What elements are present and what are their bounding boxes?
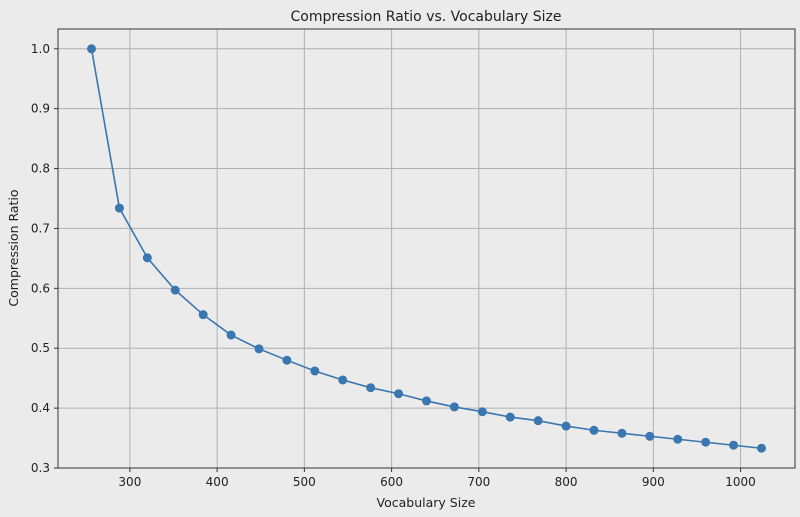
y-tick-label: 0.6	[31, 281, 50, 295]
ticks: 300 400 500 600 700 800 900 1000 0.3 0.4 0.5 0.6 0.7…	[31, 42, 756, 489]
y-tick-label: 0.9	[31, 102, 50, 116]
data-point	[226, 330, 236, 340]
y-tick-label: 0.7	[31, 221, 50, 235]
data-point	[589, 425, 599, 435]
data-point	[561, 421, 571, 431]
data-point	[310, 366, 320, 376]
x-tick-label: 1000	[725, 475, 756, 489]
y-tick-label: 0.5	[31, 341, 50, 355]
x-tick-label: 800	[555, 475, 578, 489]
data-point	[254, 344, 264, 354]
data-point	[198, 310, 208, 320]
data-point	[170, 285, 180, 295]
plot-frame	[57, 28, 796, 469]
x-tick-label: 400	[206, 475, 229, 489]
x-tick-label: 600	[380, 475, 403, 489]
data-point	[282, 355, 292, 365]
data-point	[477, 407, 487, 417]
data-point	[533, 416, 543, 426]
data-point	[114, 203, 124, 213]
x-tick-label: 900	[642, 475, 665, 489]
y-tick-label: 0.3	[31, 461, 50, 475]
data-point	[701, 437, 711, 447]
y-axis-label: Compression Ratio	[6, 189, 21, 306]
data-point	[87, 44, 96, 54]
y-tick-label: 0.4	[31, 401, 50, 415]
data-point	[366, 383, 376, 393]
data-point	[673, 434, 683, 444]
data-point	[422, 396, 431, 406]
data-point	[394, 389, 404, 399]
data-point	[505, 412, 515, 422]
x-tick-label: 300	[118, 475, 141, 489]
x-axis-label: Vocabulary Size	[377, 495, 476, 510]
x-tick-label: 500	[293, 475, 316, 489]
data-point	[617, 428, 627, 438]
data-point	[645, 431, 655, 441]
data-point	[729, 440, 739, 450]
series-line	[87, 44, 766, 453]
grid	[58, 29, 795, 469]
y-tick-label: 1.0	[31, 42, 50, 56]
x-tick-label: 700	[467, 475, 490, 489]
y-tick-label: 0.8	[31, 162, 50, 176]
data-point	[142, 253, 152, 263]
data-point	[757, 443, 766, 453]
chart-title: Compression Ratio vs. Vocabulary Size	[291, 9, 562, 25]
data-point	[449, 402, 459, 412]
data-point	[338, 375, 348, 385]
